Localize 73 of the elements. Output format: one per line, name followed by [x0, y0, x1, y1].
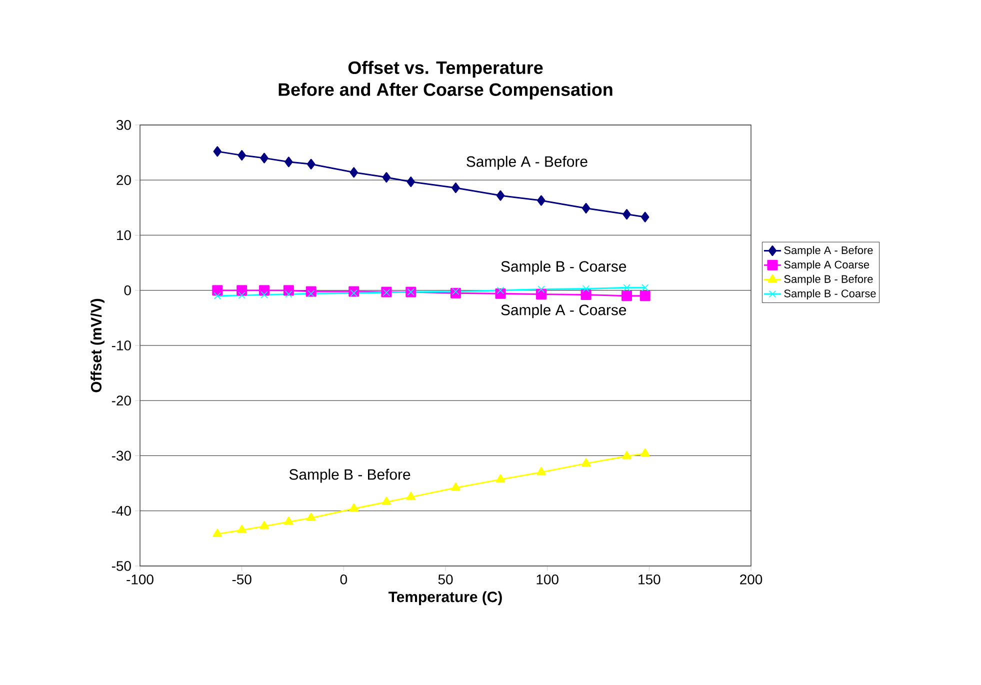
- point: [581, 458, 591, 466]
- x-axis-title: Temperature (C): [388, 591, 502, 606]
- y-tick-label: -40: [112, 506, 131, 516]
- y-axis-title: Offset (mV/V): [90, 298, 104, 392]
- x-tick-label: -50: [232, 574, 252, 584]
- point: [236, 285, 248, 296]
- point: [382, 496, 392, 506]
- point: [452, 288, 460, 296]
- point: [406, 492, 416, 500]
- point: [496, 286, 504, 294]
- point: [452, 182, 460, 194]
- annotation: Sample B - Coarse: [501, 260, 626, 275]
- y-tick-label: 0: [124, 285, 131, 296]
- y-tick-label: -20: [112, 396, 131, 406]
- y-tick-label: 20: [116, 175, 131, 186]
- legend-label: Sample A - Before: [784, 246, 873, 256]
- point: [308, 290, 315, 298]
- point: [582, 285, 590, 292]
- point: [212, 528, 222, 538]
- point: [238, 150, 246, 161]
- x-tick-label: 150: [638, 574, 660, 584]
- annotation: Sample A - Coarse: [501, 304, 626, 318]
- point: [451, 482, 460, 491]
- point: [285, 290, 292, 298]
- point: [537, 195, 546, 206]
- point: [536, 467, 546, 476]
- legend-label: Sample B - Coarse: [784, 289, 876, 300]
- point: [406, 176, 416, 188]
- point: [536, 288, 546, 300]
- y-tick-label: -10: [112, 340, 131, 350]
- y-tick-label: -30: [112, 450, 131, 461]
- x-tick-label: 100: [536, 574, 558, 584]
- point: [212, 285, 223, 296]
- x-tick-label: 50: [438, 574, 453, 584]
- point: [496, 474, 506, 482]
- point: [642, 284, 649, 292]
- point: [213, 146, 222, 157]
- point: [580, 290, 592, 300]
- y-tick-label: 30: [116, 120, 131, 130]
- chart-title: Offset vs. Temperature Before and After Coarse Compensation: [278, 60, 612, 100]
- point: [260, 152, 268, 164]
- point: [306, 158, 316, 170]
- point: [260, 521, 269, 530]
- point: [496, 190, 505, 201]
- x-tick-label: -100: [126, 574, 154, 584]
- legend-label: Sample B - Before: [784, 274, 873, 286]
- y-tick-label: 10: [117, 230, 131, 240]
- y-tick-label: -50: [112, 561, 131, 571]
- point: [538, 286, 545, 293]
- point: [640, 448, 650, 457]
- point: [350, 290, 358, 297]
- x-tick-label: 0: [340, 574, 348, 584]
- point: [640, 212, 650, 222]
- annotation: Sample A - Before: [466, 156, 588, 170]
- point: [622, 209, 631, 220]
- point: [622, 451, 632, 460]
- point: [349, 503, 359, 512]
- point: [306, 512, 316, 522]
- annotation: Sample B - Before: [289, 468, 410, 483]
- point: [582, 202, 590, 214]
- point: [214, 292, 221, 300]
- legend-label: Sample A Coarse: [784, 260, 870, 271]
- point: [238, 292, 246, 299]
- point: [284, 516, 294, 525]
- point: [350, 167, 358, 178]
- point: [623, 284, 630, 292]
- point: [622, 290, 632, 302]
- point: [260, 291, 268, 298]
- point: [382, 172, 391, 183]
- point: [237, 524, 246, 534]
- point: [284, 156, 293, 168]
- point: [640, 290, 650, 302]
- x-tick-label: 200: [740, 574, 762, 584]
